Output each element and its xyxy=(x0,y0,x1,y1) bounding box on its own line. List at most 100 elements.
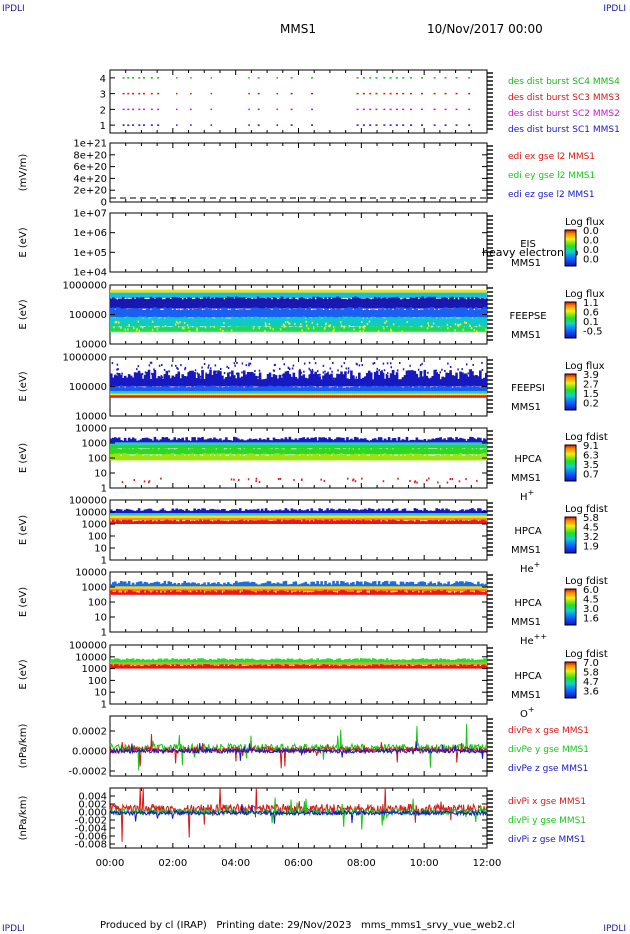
spectrogram-cell-feepsi xyxy=(336,395,339,398)
spectrogram-cell-feepse xyxy=(385,298,389,309)
spectrogram-cell-hpca_h xyxy=(189,448,192,455)
spectrogram-cell-feepsi xyxy=(330,373,333,387)
spectrogram-cell-feepse xyxy=(365,289,369,293)
spectrogram-cell-hpca_h xyxy=(236,453,240,461)
spectrogram-cell-hpca_he1 xyxy=(447,513,450,516)
speckle-feepsi xyxy=(194,379,197,382)
spectrogram-cell-feepse xyxy=(467,331,470,333)
spectrogram-cell-feepse xyxy=(256,296,260,309)
spectrogram-cell-feepse xyxy=(121,316,125,327)
spectrogram-cell-hpca_h xyxy=(334,444,337,449)
spectrogram-cell-hpca_h xyxy=(113,448,117,455)
spectrogram-cell-hpca_he1 xyxy=(352,515,355,518)
spectrogram-cell-hpca_he1 xyxy=(453,515,456,518)
spectrogram-cell-hpca_he1 xyxy=(199,513,202,516)
spectrogram-cell-hpca_h xyxy=(413,444,417,449)
spectrogram-cell-feepsi xyxy=(191,395,194,398)
spectrogram-cell-feepsi xyxy=(310,370,313,387)
spectrogram-cell-feepsi xyxy=(215,393,218,396)
spectrogram-cell-hpca_h xyxy=(409,442,413,445)
spectrogram-cell-feepse xyxy=(308,298,312,309)
speckle-feepsi xyxy=(468,369,471,372)
spectrogram-cell-feepsi xyxy=(326,393,329,396)
spectrogram-cell-feepse xyxy=(407,326,411,332)
spectrogram-cell-hpca_h xyxy=(189,444,192,449)
spectrogram-cell-feepsi xyxy=(367,393,371,396)
spectrogram-cell-hpca_h xyxy=(471,436,474,443)
spectrogram-cell-feepse xyxy=(153,307,157,318)
speckle-feepsi xyxy=(207,366,209,369)
spectrogram-cell-feepse xyxy=(354,308,357,318)
spectrogram-cell-feepsi xyxy=(119,395,123,398)
spectrogram-cell-feepsi xyxy=(215,391,218,394)
spectrogram-cell-hpca_he1 xyxy=(336,515,339,518)
speckle-feepsi xyxy=(382,362,385,365)
speckle-feepse xyxy=(390,329,393,332)
spectrogram-cell-hpca_h xyxy=(165,444,169,449)
spectrogram-cell-feepsi xyxy=(260,379,264,387)
spectrogram-cell-feepse xyxy=(326,331,329,333)
spectrogram-cell-feepse xyxy=(373,325,377,332)
spectrogram-cell-feepse xyxy=(318,292,321,298)
spectrogram-cell-feepsi xyxy=(298,395,302,398)
spectrogram-cell-feepse xyxy=(288,289,292,293)
spectrogram-cell-hpca_h xyxy=(205,444,208,449)
spectrogram-cell-feepse xyxy=(453,316,456,327)
spectrogram-cell-feepse xyxy=(229,297,232,309)
spectrogram-cell-hpca_h xyxy=(403,439,407,443)
spectrogram-cell-hpca_h xyxy=(302,437,306,443)
spectrogram-cell-feepsi xyxy=(171,391,175,394)
spectrogram-cell-hpca_he1 xyxy=(471,513,474,516)
speckle-feepsi xyxy=(118,380,121,383)
spectrogram-cell-feepsi xyxy=(209,395,212,398)
spectrogram-cell-feepse xyxy=(389,326,393,332)
spectrogram-cell-feepse xyxy=(110,292,113,298)
spectrogram-cell-hpca_h xyxy=(252,444,256,449)
speckle-feepse xyxy=(288,322,290,325)
spectrogram-cell-feepsi xyxy=(407,386,411,392)
spectrogram-cell-feepsi xyxy=(334,393,337,396)
speckle-feepsi xyxy=(332,377,335,380)
spectrogram-cell-hpca_he1 xyxy=(371,508,375,514)
spectrogram-cell-feepse xyxy=(356,292,359,298)
spectrogram-cell-hpca_he1 xyxy=(223,513,226,516)
speckle-feepse xyxy=(279,328,282,331)
spectrogram-cell-hpca_h xyxy=(284,447,288,455)
spectrogram-cell-hpca_h xyxy=(485,442,488,445)
spectrogram-cell-feepse xyxy=(445,292,448,298)
spectrogram-cell-feepse xyxy=(143,298,147,309)
spectrogram-cell-hpca_he1 xyxy=(221,518,224,521)
spectrogram-cell-hpca_he1 xyxy=(403,515,407,518)
spectrogram-cell-hpca_h xyxy=(117,453,121,461)
spectrogram-cell-hpca_h xyxy=(457,444,460,449)
spectrogram-cell-hpca_he1 xyxy=(161,518,165,521)
spectrogram-cell-hpca_h xyxy=(433,455,437,461)
spectrogram-cell-hpca_he1 xyxy=(171,515,175,518)
spectrogram-cell-feepsi xyxy=(354,395,357,398)
spectrogram-cell-feepsi xyxy=(477,393,480,396)
spectrogram-cell-feepse xyxy=(348,298,351,309)
spectrogram-cell-feepsi xyxy=(302,391,306,394)
spectrogram-cell-feepse xyxy=(123,299,127,309)
spectrogram-cell-feepsi xyxy=(397,395,401,398)
spectrogram-cell-hpca_h xyxy=(276,439,280,443)
spectrogram-cell-hpca_he1 xyxy=(235,509,238,514)
spectrogram-cell-feepse xyxy=(254,289,258,293)
spectrogram-cell-feepse xyxy=(161,310,165,318)
spectrogram-cell-feepse xyxy=(274,331,278,333)
spectrogram-cell-feepse xyxy=(199,331,202,333)
spectrogram-cell-feepsi xyxy=(469,391,472,394)
spectrogram-cell-feepse xyxy=(371,316,375,327)
spectrogram-cell-hpca_h xyxy=(123,448,127,455)
spectrogram-cell-feepsi xyxy=(274,375,278,387)
spectrogram-cell-hpca_h xyxy=(183,442,186,445)
spectrogram-cell-feepsi xyxy=(344,387,347,392)
spectrogram-cell-feepse xyxy=(332,297,335,309)
spectrogram-cell-feepsi xyxy=(457,386,460,392)
spectrogram-cell-hpca_h xyxy=(256,455,260,461)
spectrogram-cell-hpca_he1 xyxy=(411,511,415,514)
speckle-feepse xyxy=(299,323,302,326)
spectrogram-cell-hpca_h xyxy=(187,442,190,445)
spectrogram-cell-hpca_he1 xyxy=(221,513,224,516)
spectrogram-cell-hpca_h xyxy=(340,442,343,445)
